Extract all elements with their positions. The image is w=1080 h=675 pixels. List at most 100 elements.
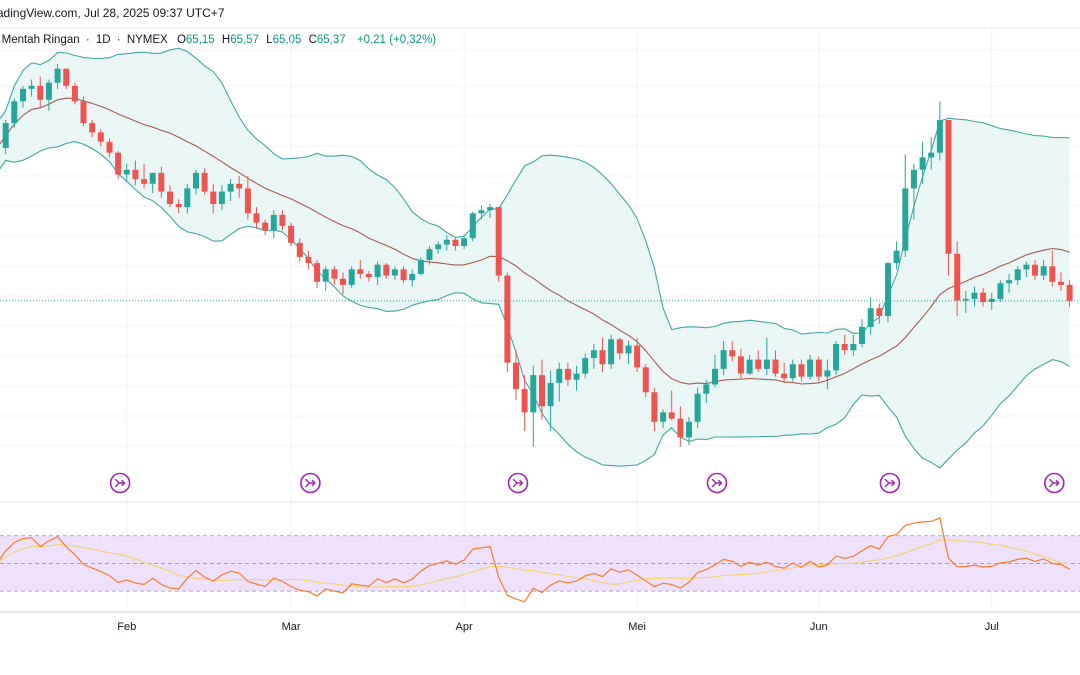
candle <box>850 334 857 357</box>
candle-body <box>668 412 675 419</box>
candle <box>945 120 952 276</box>
candle-body <box>1066 284 1073 301</box>
candle <box>1032 260 1038 281</box>
candle-body <box>63 68 70 86</box>
candle <box>521 375 528 432</box>
candle <box>859 319 865 348</box>
candle <box>63 68 70 89</box>
candle <box>504 272 511 372</box>
candle-body <box>443 239 450 245</box>
candle <box>391 266 398 281</box>
legend-low-label: L <box>266 34 273 46</box>
candle-body <box>89 123 96 133</box>
candle-body <box>45 82 52 100</box>
candle <box>1049 250 1056 287</box>
candle <box>262 219 269 236</box>
candle-body <box>409 274 416 281</box>
candle <box>461 235 468 250</box>
candle-body <box>270 214 277 231</box>
symbol-legend: Minyak Mentah Ringan · 1D · NYMEX O65,15… <box>0 34 1080 52</box>
candle-body <box>478 210 485 214</box>
candle-body <box>833 344 840 371</box>
candle <box>305 250 312 270</box>
time-axis: Feb Mar Apr Mei Jun Jul <box>117 621 999 633</box>
candle <box>867 297 874 335</box>
candle-body <box>1023 264 1030 270</box>
header-timestamp: Jul 28, 2025 09:37 UTC+7 <box>84 6 225 20</box>
header-source: TradingView.com <box>0 6 78 20</box>
x-tick-label: Jul <box>985 621 999 633</box>
candle <box>314 260 321 288</box>
candle <box>997 280 1004 302</box>
candle-body <box>755 359 762 369</box>
candle-body <box>686 421 692 438</box>
candle <box>677 406 684 447</box>
candle <box>971 286 978 307</box>
candle-body <box>781 373 788 379</box>
candle-body <box>218 191 225 204</box>
rollover-arrow-icon[interactable] <box>300 472 321 494</box>
candle-body <box>158 172 165 192</box>
candle-body <box>651 392 658 422</box>
rollover-arrow-icon[interactable] <box>879 472 901 494</box>
candle <box>781 362 788 383</box>
candle <box>763 337 770 376</box>
candle <box>737 348 744 379</box>
candle <box>833 340 840 376</box>
rollover-arrow-icon[interactable] <box>1044 472 1065 494</box>
candle <box>954 241 961 316</box>
candle <box>426 246 433 265</box>
candle <box>807 354 814 380</box>
candle <box>400 266 407 284</box>
candle <box>919 141 926 184</box>
candle-body <box>1040 266 1047 276</box>
legend-high-value: 65,57 <box>230 34 259 46</box>
rollover-arrow-icon[interactable] <box>507 472 529 494</box>
candle <box>383 263 390 279</box>
candle-body <box>867 308 874 327</box>
candle <box>885 261 891 323</box>
candle-body <box>902 188 909 251</box>
candle-body <box>530 375 537 413</box>
candle-body <box>487 207 494 211</box>
candle <box>348 266 355 288</box>
legend-open-value: 65,15 <box>185 34 215 46</box>
x-tick-label: Feb <box>117 621 136 633</box>
candle-body <box>331 269 338 279</box>
candle-body <box>729 350 736 357</box>
candle-body <box>495 207 502 276</box>
candle <box>962 291 969 313</box>
candle <box>703 379 710 404</box>
candle <box>876 303 883 324</box>
candle <box>28 79 35 97</box>
candle-body <box>374 264 381 278</box>
candle <box>1014 266 1021 285</box>
candle-body <box>885 263 891 316</box>
candle <box>158 166 165 198</box>
candle <box>1058 272 1064 292</box>
rsi-ma-line <box>0 539 1070 588</box>
candle <box>841 334 848 355</box>
candle-body <box>54 68 61 83</box>
rsi-pane <box>0 517 1080 603</box>
legend-open-label: O <box>176 34 186 46</box>
candle-body <box>201 172 208 192</box>
candle-body <box>279 214 286 226</box>
candle-body <box>521 389 528 413</box>
candle <box>288 222 295 246</box>
candle <box>556 362 563 402</box>
candle <box>132 160 139 186</box>
rollover-arrow-icon[interactable] <box>706 472 728 494</box>
candle <box>720 340 727 376</box>
x-tick-label: Mar <box>282 621 301 633</box>
legend-dot: · <box>85 34 90 46</box>
rollover-arrow-icon[interactable] <box>109 472 131 494</box>
candle-body <box>123 169 130 175</box>
candle-body <box>461 238 468 246</box>
candle-body <box>253 213 260 223</box>
candle <box>599 337 606 372</box>
candle-body <box>141 179 148 184</box>
candle-body <box>236 183 243 189</box>
candle-body <box>789 364 796 379</box>
